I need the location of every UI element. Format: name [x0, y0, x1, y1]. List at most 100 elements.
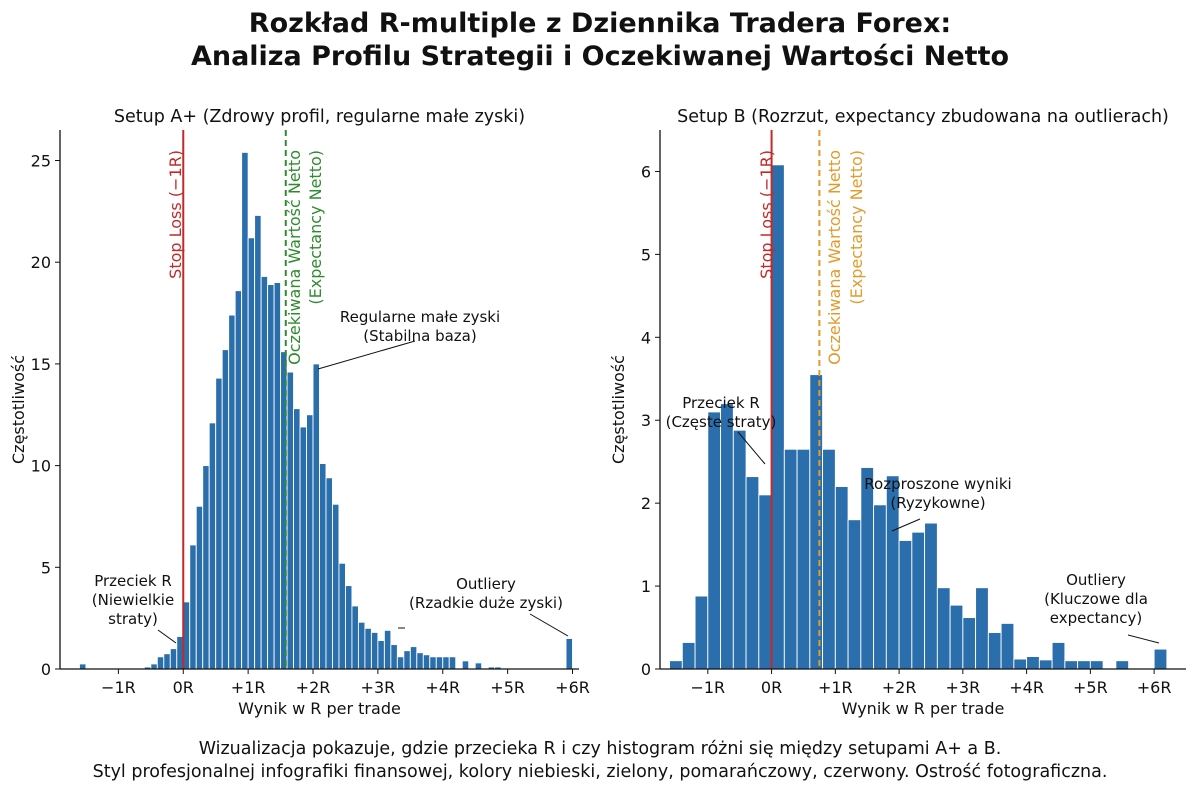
chart-b-y-tick-label: 6	[641, 162, 651, 181]
chart-a-y-tick-label: 15	[31, 355, 51, 374]
chart-a-bar	[189, 544, 197, 670]
chart-a-bar	[422, 654, 431, 670]
chart-b-y-tick-label: 0	[641, 660, 651, 679]
chart-a-stop-loss-label: Stop Loss (−1R)	[166, 150, 185, 279]
chart-a-annotation-1-line-2: (Stabilna baza)	[363, 327, 476, 345]
chart-a-x-tick-label: 0R	[173, 678, 194, 697]
chart-a-bar	[221, 349, 230, 670]
chart-b-bar	[669, 660, 683, 670]
chart-a-bar	[364, 627, 372, 670]
chart-b-y-tick-label: 1	[641, 577, 651, 596]
chart-b-bar	[758, 494, 773, 670]
chart-b-y-axis-label: Częstotliwość	[609, 355, 628, 464]
chart-b-title: Setup B (Rozrzut, expectancy zbudowana n…	[677, 107, 1169, 127]
chart-b-bar	[707, 411, 722, 670]
chart-a-bar	[234, 290, 243, 670]
chart-a-bar	[169, 648, 178, 670]
chart-a-bar	[312, 363, 320, 670]
chart-b-bar	[783, 448, 798, 670]
chart-b-annotation-3-line-2: (Kluczowe dla	[1044, 590, 1148, 608]
chart-b-x-tick-label: +2R	[882, 678, 917, 697]
chart-b-annotation-2-leader	[891, 518, 921, 532]
chart-b-x-tick-label: +5R	[1073, 678, 1108, 697]
chart-a-bar	[163, 653, 171, 670]
chart-a-bar	[254, 214, 262, 670]
chart-a-y-tick-label: 25	[31, 152, 51, 171]
chart-a-expectancy-label-line-2: (Expectancy Netto)	[306, 150, 325, 305]
chart-a-bar	[143, 666, 152, 670]
chart-a-bar	[293, 408, 301, 670]
chart-a-y-tick-label: 0	[41, 660, 51, 679]
chart-a-bar	[396, 656, 405, 670]
chart-a-y-tick-label: 10	[31, 457, 51, 476]
chart-a-annotation-2-line-1: Przeciek R	[94, 572, 172, 590]
chart-a-x-tick-label: +4R	[425, 678, 460, 697]
chart-b-bar	[949, 604, 964, 670]
chart-a-annotation-3-line-2: (Rzadkie duże zyski)	[409, 594, 563, 612]
chart-b-bar	[681, 642, 696, 670]
chart-b-bar	[694, 595, 709, 670]
chart-a-bar	[332, 503, 340, 670]
chart-b-annotation-3-leader	[1127, 634, 1160, 644]
chart-a-bar	[299, 426, 307, 670]
chart-b-stop-loss-label: Stop Loss (−1R)	[757, 150, 776, 279]
chart-b-bar	[809, 374, 824, 670]
caption-line-2: Styl profesjonalnej infografiki finansow…	[92, 762, 1108, 782]
chart-a-title: Setup A+ (Zdrowy profil, regularne małe …	[114, 107, 525, 127]
chart-a-bar	[429, 656, 437, 670]
chart-a-bar	[448, 656, 457, 670]
chart-b-annotation-3-line-1: Outliery	[1066, 571, 1126, 589]
chart-a-bar	[377, 640, 385, 670]
chart-b-bar	[975, 587, 989, 670]
chart-a-bar	[345, 585, 353, 670]
chart-b-bar	[1051, 642, 1066, 670]
chart-b-bar	[898, 540, 913, 670]
chart-a-expectancy-label-line-1: Oczekiwana Wartość Netto	[285, 150, 304, 365]
chart-b-y-tick-label: 3	[641, 411, 651, 430]
chart-b-x-tick-label: +1R	[818, 678, 853, 697]
chart-b-bar	[732, 429, 747, 670]
chart-b-x-tick-label: −1R	[690, 678, 725, 697]
chart-b-annotation-3-line-3: expectancy)	[1050, 609, 1142, 627]
chart-a-bar	[156, 656, 165, 670]
chart-a-bar	[351, 605, 359, 670]
chart-b-bar	[1089, 660, 1104, 670]
chart-b-annotation-2-line-2: (Ryzykowne)	[890, 494, 985, 512]
chart-b-bar	[924, 522, 938, 670]
chart-a-bar	[383, 629, 392, 670]
chart-b-bar	[834, 486, 849, 670]
chart-b-x-tick-label: 0R	[761, 678, 782, 697]
chart-b-bar	[822, 448, 836, 670]
chart-a-bar	[241, 151, 249, 670]
chart-b-bar	[873, 504, 887, 670]
chart-b-bar	[936, 587, 951, 670]
chart-a-annotation-3-leader	[529, 613, 569, 637]
chart-a-bar	[435, 656, 444, 670]
chart-a-y-tick-label: 20	[31, 253, 51, 272]
chart-b-annotation-1-leader	[737, 431, 766, 465]
chart-a-bar	[176, 636, 184, 670]
chart-b-bar	[1153, 648, 1168, 670]
chart-a-bar	[357, 621, 366, 670]
chart-a-annotation-3-line-1: Outliery	[456, 575, 516, 593]
chart-a-annotation-1-leader	[317, 340, 416, 370]
chart-a-bar	[442, 656, 450, 670]
chart-a-x-tick-label: −1R	[101, 678, 136, 697]
chart-b-y-tick-label: 4	[641, 328, 651, 347]
main-title-line-1: Rozkład R-multiple z Dziennika Tradera F…	[248, 8, 952, 39]
chart-b-expectancy-label-line-2: (Expectancy Netto)	[847, 150, 866, 305]
chart-b-bar	[860, 467, 875, 670]
chart-b-bar	[1064, 660, 1079, 670]
chart-b-annotation-2-line-1: Rozproszone wyniki	[864, 475, 1011, 493]
chart-b-bar	[771, 164, 785, 670]
chart-b-bar	[1000, 622, 1015, 670]
chart-a-bar	[286, 371, 294, 670]
chart-a-bar	[474, 662, 483, 670]
chart-b-bar	[745, 476, 760, 670]
chart-a-bar	[267, 284, 275, 670]
chart-a-bar	[273, 282, 282, 670]
chart-b-bar	[847, 519, 862, 670]
chart-a-annotation-2-line-3: straty)	[108, 610, 158, 628]
chart-b-bar	[962, 617, 977, 670]
chart-b-x-axis-label: Wynik w R per trade	[842, 699, 1005, 718]
